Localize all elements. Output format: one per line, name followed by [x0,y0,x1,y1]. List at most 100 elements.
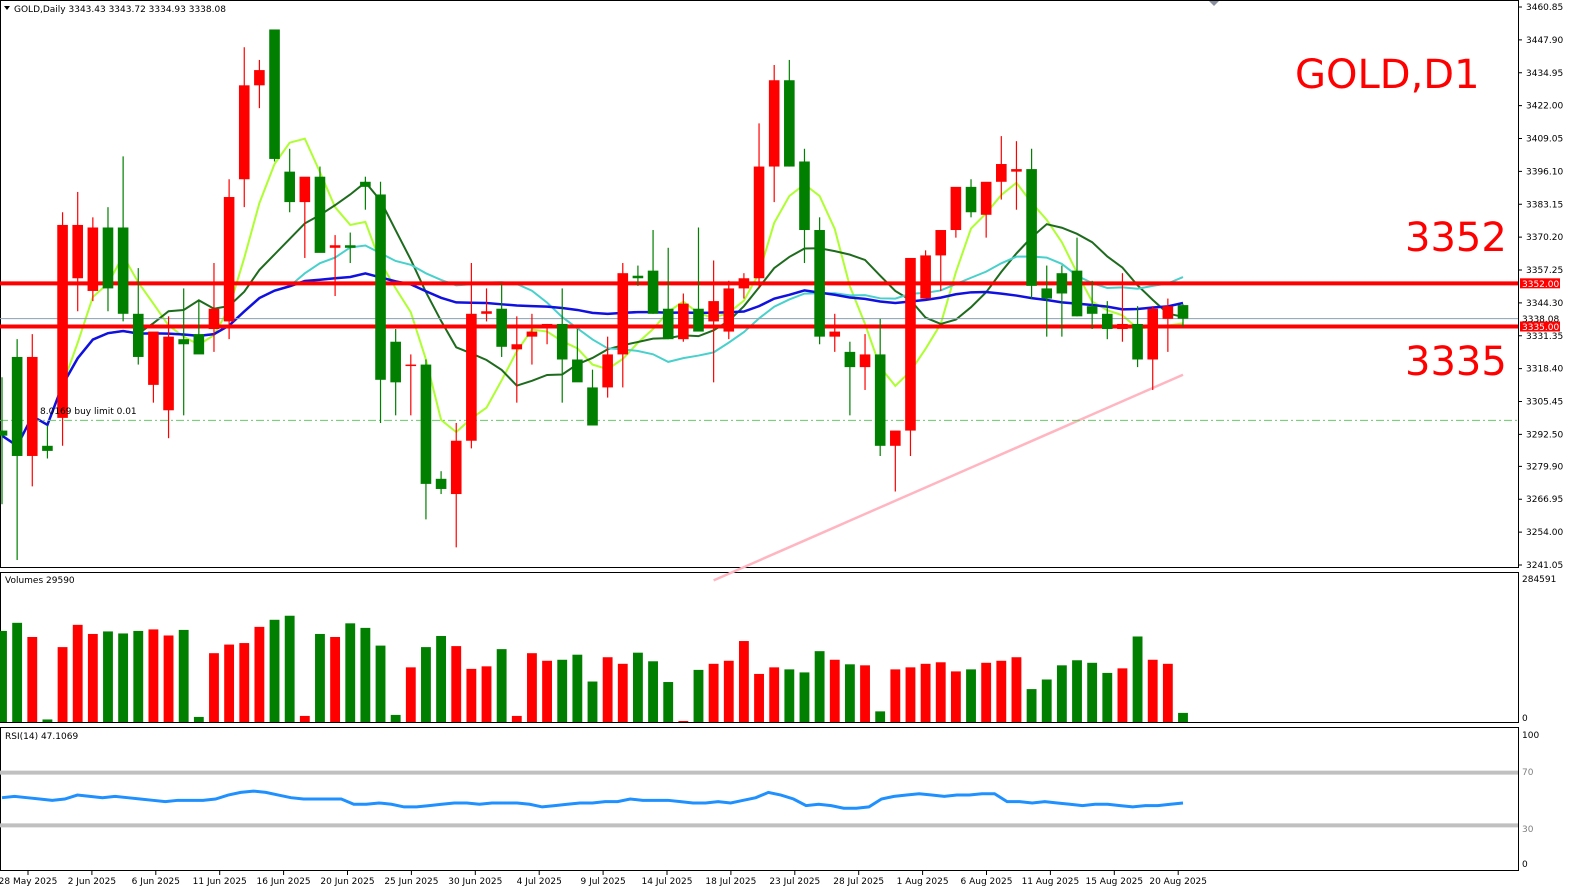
volume-bar [860,665,870,722]
price-tick-label: 3447.90 [1526,36,1563,46]
volume-bar [284,615,295,722]
price-tick-label: 3266.95 [1526,495,1563,505]
volume-bar [875,711,886,722]
volume-bar [436,635,447,722]
time-tick-label: 28 Jul 2025 [833,877,884,887]
volume-bar [254,626,265,722]
volume-bar [72,624,83,722]
volume-bar [799,672,810,722]
price-tick-label: 3254.00 [1526,528,1563,538]
candle-body [299,176,311,203]
candle-body [859,354,871,368]
volume-bar [299,715,310,722]
candle-body [1177,305,1189,319]
price-tick-label: 3241.05 [1526,561,1563,571]
candle-body [42,445,53,451]
candle-body [647,270,659,314]
candle-body [965,186,977,213]
candle-body [178,339,189,345]
candle-body [526,331,538,337]
candlestick-series [0,29,1189,561]
candle-body [72,224,84,279]
candle-body [814,230,825,337]
volume-bar [1102,672,1113,722]
volume-bar [572,654,583,722]
volume-bar [209,653,219,722]
volume-bar [648,661,658,722]
price-tick-label: 3434.95 [1526,69,1563,79]
rsi-line [1,789,1184,810]
volume-bar [769,667,780,722]
candle-body [723,288,735,332]
volume-bar [617,663,628,722]
volume-bar [421,647,431,722]
candle-body [496,308,507,347]
volume-bar [1087,662,1098,722]
rsi-label-0: 0 [1522,860,1528,870]
price-tick-label: 3460.85 [1526,3,1563,13]
volume-bar [784,669,795,722]
candle-body [693,308,704,332]
candle-body [481,311,492,314]
volume-bar [966,669,976,722]
candle-body [950,186,962,231]
candle-body [632,275,644,279]
candle-body [0,430,8,436]
time-tick-label: 18 Jul 2025 [705,877,756,887]
candle-body [132,313,144,357]
candle-body [375,194,386,380]
candle-body [269,29,280,159]
candle-body [920,255,931,299]
resistance-price-tag-box [1520,278,1560,289]
volume-bar [1056,665,1067,722]
candle-body [768,80,780,167]
volume-bar [118,633,129,722]
shift-marker-icon[interactable] [1209,1,1219,6]
volume-bar [1072,660,1082,722]
price-tick-label: 3305.45 [1526,398,1563,408]
candle-body [1071,270,1083,317]
resistance-label: 3352 [1405,215,1507,261]
candle-body [1056,273,1068,294]
time-tick-label: 16 Jun 2025 [257,877,311,887]
candle-body [11,356,23,456]
price-tick-label: 3318.40 [1526,365,1563,375]
volume-bar [754,673,764,722]
volume-bar [1011,657,1022,722]
volume-bar [57,647,68,722]
candle-body [238,85,250,180]
candle-body [1011,169,1022,172]
candle-body [405,364,417,367]
candle-body [1147,308,1159,360]
candle-body [163,336,174,411]
volume-bar [390,714,401,722]
support-label: 3335 [1405,339,1507,385]
volume-bar [935,662,946,722]
candle-body [466,313,477,441]
volume-bar [723,660,734,722]
time-tick-label: 14 Jul 2025 [642,877,693,887]
time-tick-label: 1 Aug 2025 [897,877,949,887]
volume-bar [542,660,552,722]
volume-bar [587,681,598,722]
time-tick-label: 15 Aug 2025 [1085,877,1143,887]
volume-bar [224,644,235,722]
header-dropdown-icon[interactable] [4,6,10,10]
volume-bar [12,622,23,722]
ma-pink-line [713,373,1184,582]
candle-body [799,161,810,231]
candle-body [541,323,553,327]
volume-bar [133,630,144,722]
candle-body [1132,323,1143,360]
volume-bar [814,651,825,722]
candle-body [1041,288,1053,299]
candle-body [450,440,462,495]
volume-bar [602,657,613,722]
bid-price-tag-box [1520,313,1560,324]
candle-body [602,354,613,388]
price-tick-label: 3344.30 [1526,299,1563,309]
rsi-label-30: 30 [1522,825,1534,835]
volume-bar [678,720,689,722]
time-tick-label: 6 Aug 2025 [961,877,1013,887]
